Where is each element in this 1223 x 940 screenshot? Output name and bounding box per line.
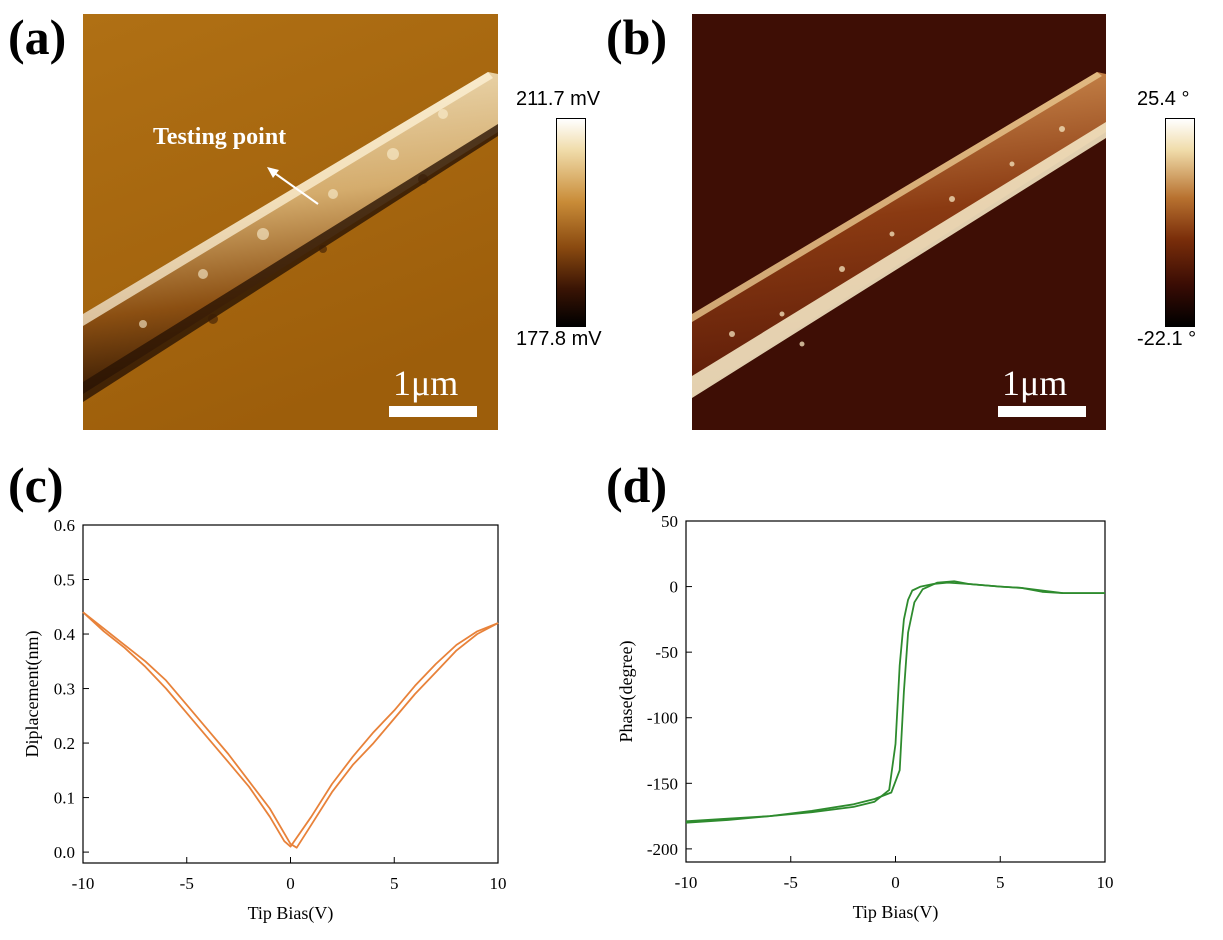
data-series-line: [82, 611, 499, 848]
x-axis-label: Tip Bias(V): [853, 902, 939, 923]
displacement-loop-chart: -10 -5 0 5 10 0.0 0.1 0.2 0.3 0.4 0.5 0.6 Tip Bias(V…: [22, 516, 507, 924]
colorbar-a-max-label: 211.7 mV: [516, 88, 601, 110]
y-tick-label: 0.5: [54, 571, 75, 590]
x-tick-label: -10: [675, 873, 698, 892]
data-series-line: [82, 611, 499, 849]
x-tick-label: -5: [784, 873, 798, 892]
y-tick-label: 50: [661, 512, 678, 531]
panel-b-label: (b): [606, 9, 668, 65]
x-axis-label: Tip Bias(V): [248, 903, 334, 924]
y-tick-label: 0.2: [54, 734, 75, 753]
afm-phase-image: 1μm: [692, 14, 1106, 430]
y-tick-label: 0.1: [54, 789, 75, 808]
y-tick-label: 0.3: [54, 680, 75, 699]
x-tick-label: 10: [490, 874, 507, 893]
y-tick-label: -200: [647, 840, 678, 859]
testing-point-annotation: Testing point: [153, 124, 287, 150]
colorbar-a-min-label: 177.8 mV: [516, 328, 602, 350]
testing-point-arrow: [267, 167, 319, 205]
x-tick-label: 5: [390, 874, 399, 893]
y-axis-label: Phase(degree): [616, 641, 637, 743]
x-tick-label: 0: [891, 873, 900, 892]
y-tick-label: 0.6: [54, 516, 75, 535]
colorbar-b-max-label: 25.4 °: [1137, 88, 1190, 110]
afm-amplitude-image: Testing point 1μm: [83, 14, 498, 430]
scale-bar-a: [389, 406, 477, 417]
x-tick-label: 10: [1097, 873, 1114, 892]
panel-c-label: (c): [8, 457, 64, 513]
scale-bar-label-b: 1μm: [1002, 363, 1068, 403]
x-tick-label: -10: [72, 874, 95, 893]
colorbar-b-min-label: -22.1 °: [1137, 328, 1197, 350]
panel-a-label: (a): [8, 9, 67, 65]
scale-bar-b: [998, 406, 1086, 417]
y-axis-label: Diplacement(nm): [22, 631, 43, 758]
y-tick-label: -100: [647, 709, 678, 728]
x-tick-label: 5: [996, 873, 1005, 892]
scale-bar-label-a: 1μm: [393, 363, 459, 403]
x-tick-label: -5: [180, 874, 194, 893]
y-tick-label: 0.0: [54, 843, 75, 862]
y-tick-label: -50: [655, 643, 678, 662]
y-tick-label: 0: [670, 578, 679, 597]
data-series-line: [685, 581, 1105, 823]
colorbar-a: [556, 118, 586, 327]
panel-d-label: (d): [606, 457, 668, 513]
y-tick-label: -150: [647, 774, 678, 793]
x-tick-label: 0: [286, 874, 295, 893]
data-series-line: [685, 580, 1105, 824]
plot-frame: [685, 520, 1106, 863]
colorbar-b: [1165, 118, 1195, 327]
y-tick-label: 0.4: [54, 625, 76, 644]
plot-frame: [82, 524, 499, 864]
